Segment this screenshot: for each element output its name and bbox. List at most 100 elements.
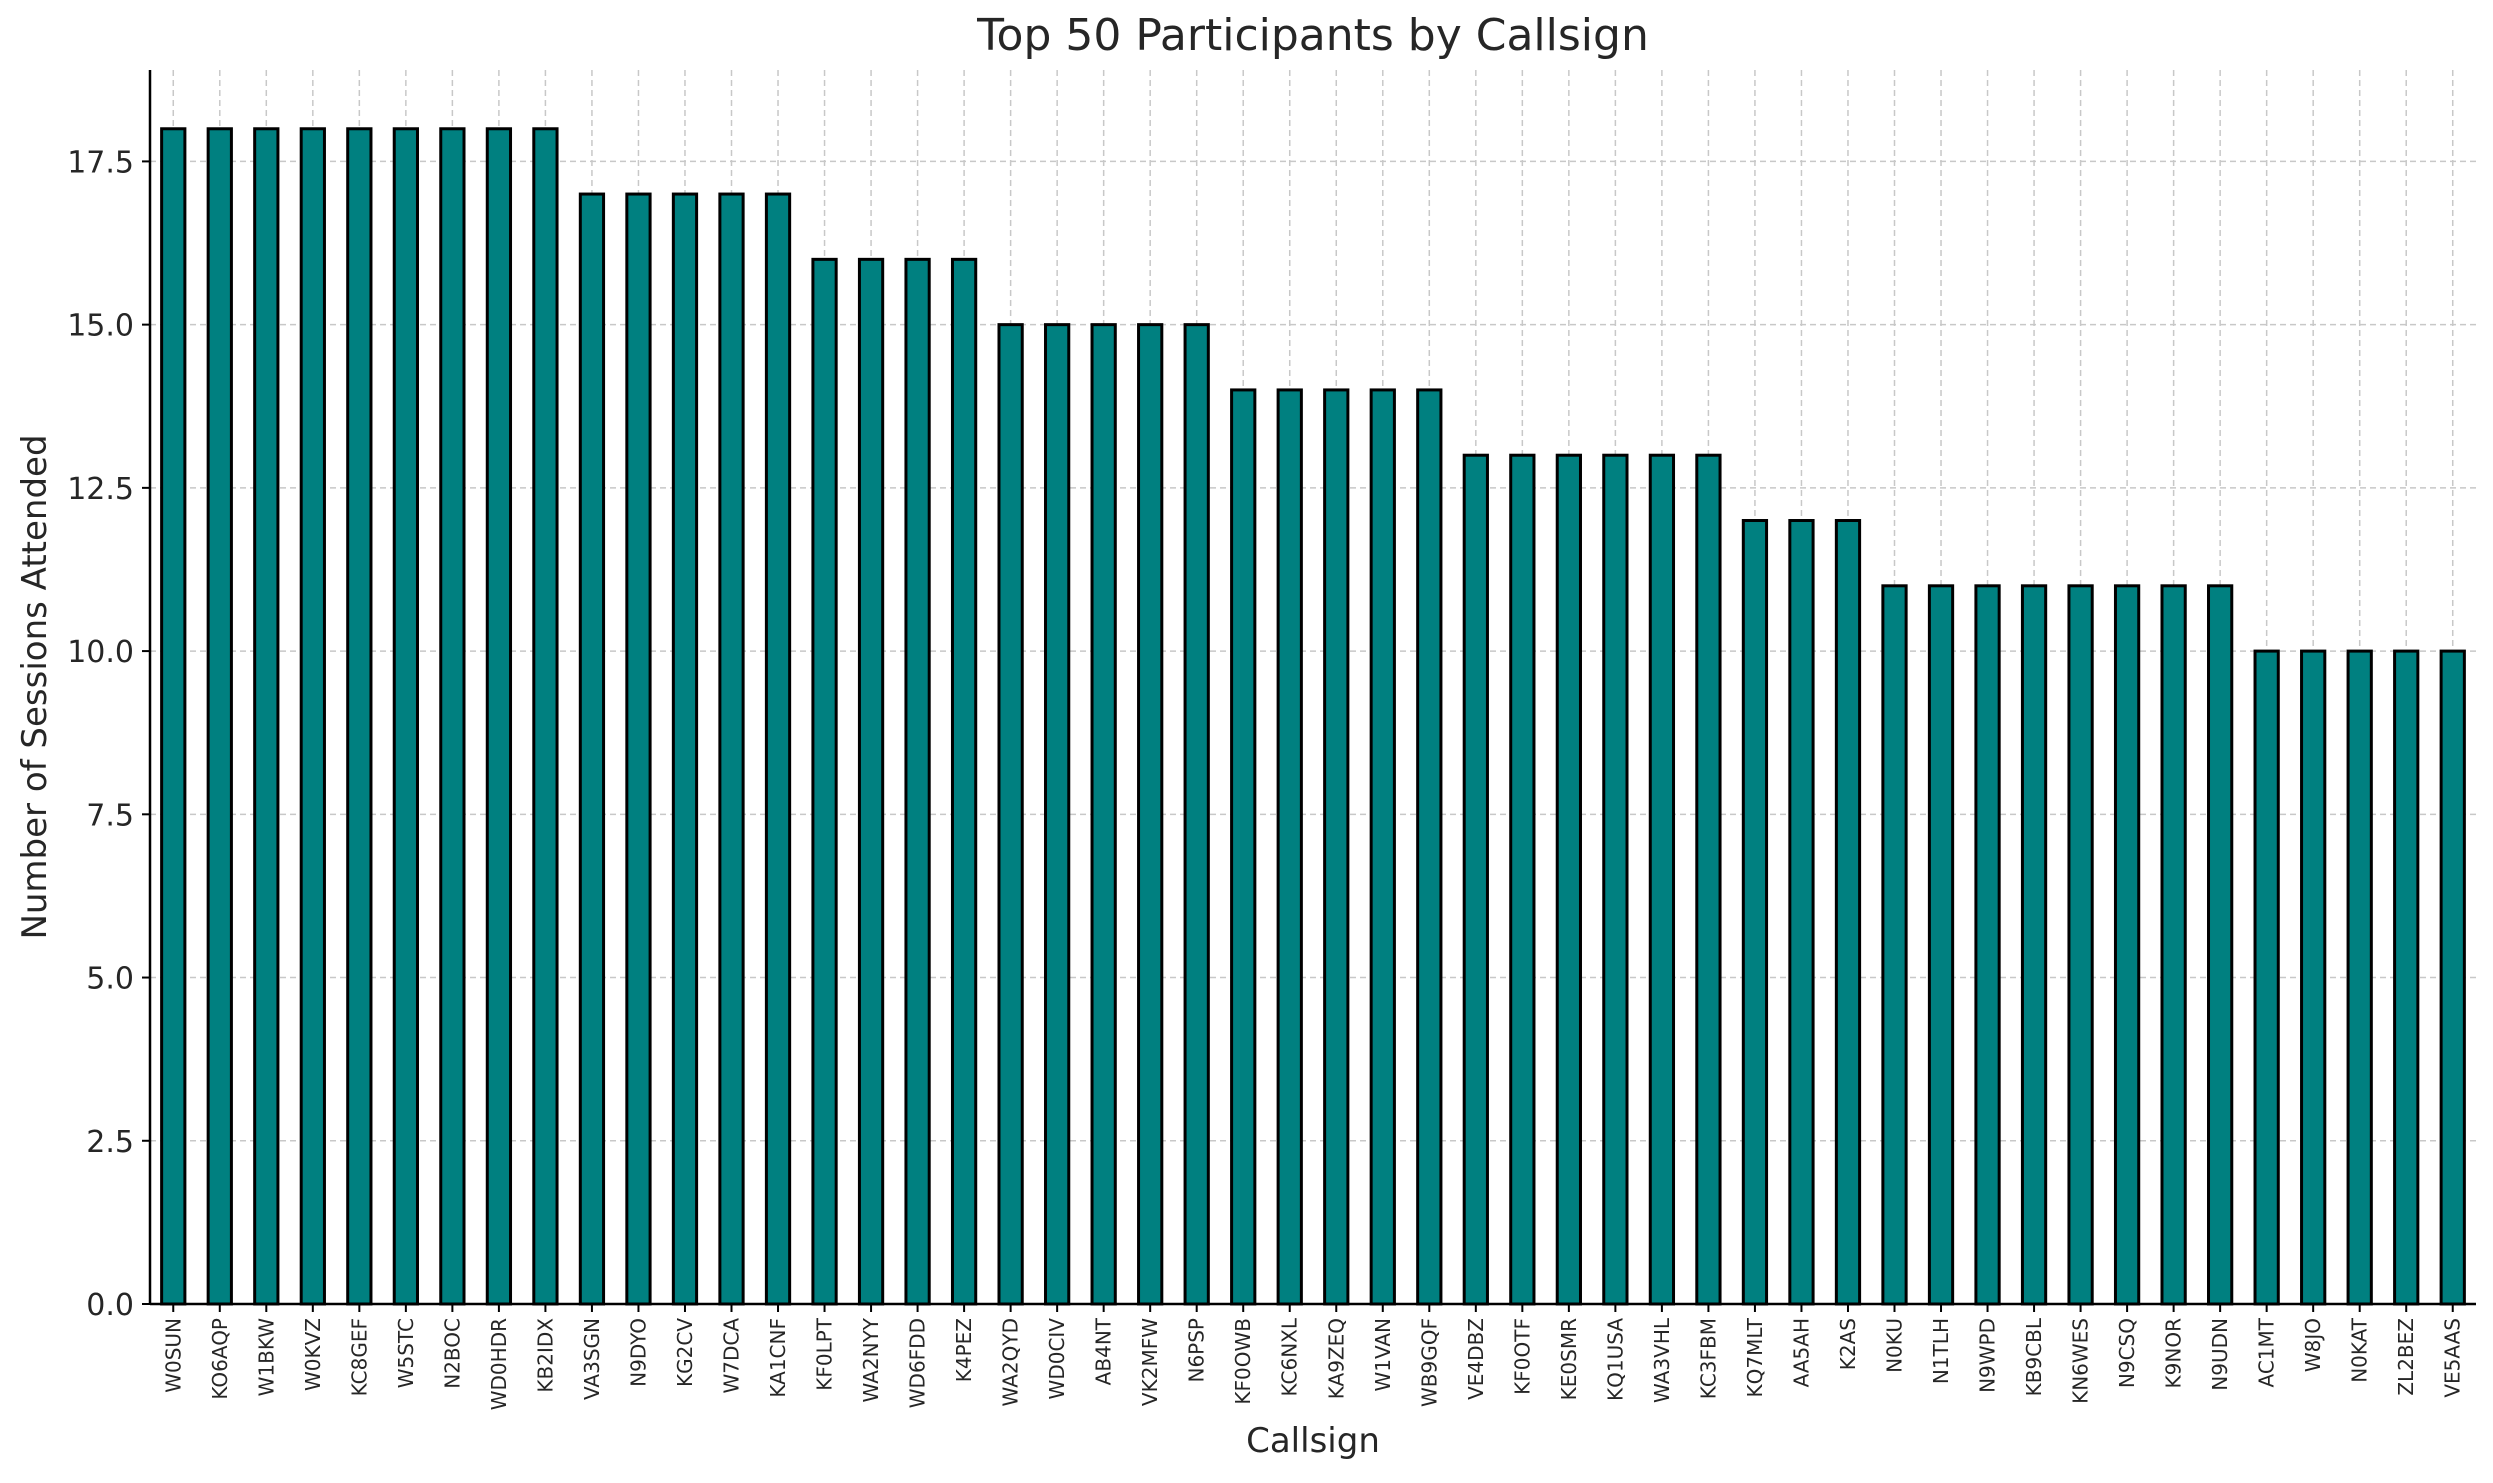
bar-ab4nt [1090,323,1117,1306]
x-tick-label: W5STC [394,1318,418,1388]
y-tick-label: 10.0 [67,635,134,670]
y-tick-label: 7.5 [86,798,134,833]
bar-wd6fdd [904,257,931,1306]
bar-k2as [1834,519,1862,1306]
y-tick-label: 15.0 [67,309,134,344]
axes-layer [148,70,2476,1306]
y-tick-label: 17.5 [67,145,134,180]
bar-n9wpd [1974,584,2001,1306]
x-tick-label: N0KAT [2348,1317,2372,1383]
x-tick-label: AC1MT [2255,1317,2279,1387]
x-tick-label: N2BOC [440,1318,464,1389]
x-tick-label: VK2MFW [1138,1318,1162,1406]
x-tick-label: KA1CNF [766,1318,790,1398]
x-tick-label: AA5AH [1789,1318,1813,1387]
x-tick-label: WD0CIV [1045,1318,1069,1400]
x-tick-label: N9DYO [626,1318,650,1387]
bar-kq1usa [1602,453,1629,1306]
bar-w0sun [160,127,187,1306]
bar-wb9gqf [1416,388,1443,1306]
x-tick-label: KN6WES [2069,1318,2093,1404]
x-tick-label: W1VAN [1371,1318,1395,1392]
bar-kc8gef [346,127,373,1306]
bar-ka1cnf [764,192,792,1306]
x-tick-label: W8JO [2301,1318,2325,1372]
x-tick-label: KQ1USA [1603,1318,1627,1401]
x-tick-label: KF0OWB [1231,1318,1255,1405]
x-tick-label: N0KU [1883,1318,1907,1373]
bar-kb9cbl [2020,584,2048,1306]
y-tick-label: 12.5 [67,472,134,507]
bar-ve5aas [2439,649,2466,1306]
x-tick-label: VA3SGN [580,1318,604,1400]
bar-kq7mlt [1741,519,1769,1306]
bar-ac1mt [2253,649,2280,1306]
bar-vk2mfw [1137,323,1164,1306]
bar-n9dyo [625,192,652,1306]
x-tick-label: VE4DBZ [1464,1318,1488,1400]
bar-wa2qyd [997,323,1024,1306]
bar-ve4dbz [1462,453,1489,1306]
x-tick-label: WA3VHL [1650,1317,1674,1403]
x-tick-label: WD6FDD [906,1318,930,1408]
x-tick-label: KQ7MLT [1743,1317,1767,1397]
x-tick-label: KB2IDX [533,1318,557,1393]
bar-w1van [1369,388,1396,1306]
x-tick-label: WB9GQF [1417,1318,1441,1407]
bar-ka9zeq [1323,388,1350,1306]
bar-k4pez [950,257,978,1306]
x-tick-label: VE5AAS [2441,1318,2465,1398]
x-tick-label: N1TLH [1929,1318,1953,1384]
bar-kg2cv [671,192,699,1306]
bar-w8jo [2300,649,2327,1306]
bar-wd0civ [1044,323,1071,1306]
bar-kf0owb [1230,388,1257,1306]
bar-n9udn [2207,584,2234,1306]
x-tick-label: KA9ZEQ [1324,1318,1348,1399]
chart-title: Top 50 Participants by Callsign [976,10,1649,61]
bar-kn6wes [2067,584,2094,1306]
x-tick-label: N9WPD [1976,1318,2000,1393]
bar-w7dca [718,192,745,1306]
bar-w0kvz [299,127,326,1306]
x-tick-label: KO6AQP [208,1318,232,1400]
x-tick-label: KC8GEF [347,1318,371,1396]
x-tick-label: N6PSP [1185,1318,1209,1383]
bars-layer [160,127,2466,1306]
bar-zl2bez [2393,649,2420,1306]
x-tick-label: K2AS [1836,1318,1860,1370]
x-tick-label: K4PEZ [952,1318,976,1382]
bar-ko6aqp [206,127,233,1306]
x-tick-label: WA2NYY [859,1317,883,1402]
x-tick-label: W0SUN [161,1318,185,1393]
bar-k9nor [2160,584,2187,1306]
y-tick-label: 0.0 [86,1288,134,1323]
bar-w1bkw [253,127,280,1306]
y-tick-label: 2.5 [86,1125,134,1160]
y-ticks: 0.0 2.5 5.0 7.5 10.0 12.5 15.0 17.5 [67,145,150,1323]
x-tick-label: WA2QYD [999,1318,1023,1406]
bar-va3sgn [578,192,606,1306]
x-tick-label: K9NOR [2162,1318,2186,1389]
x-tick-label: KC6NXL [1278,1317,1302,1396]
x-tick-label: N9CSQ [2115,1318,2139,1388]
bar-n1tlh [1927,584,1955,1306]
bar-w5stc [392,127,419,1306]
bar-n6psp [1183,323,1210,1306]
x-tick-label: AB4NT [1092,1317,1116,1385]
x-axis-label: Callsign [1246,1421,1380,1461]
bar-wd0hdr [485,127,513,1306]
bar-kc6nxl [1276,388,1303,1306]
bar-n9csq [2113,584,2141,1306]
x-tick-label: KG2CV [673,1318,697,1387]
y-axis-label: Number of Sessions Attended [15,434,55,939]
x-tick-label: W7DCA [720,1318,744,1394]
x-tick-label: W1BKW [254,1318,278,1397]
bar-kf0otf [1509,453,1536,1306]
bar-aa5ah [1788,519,1815,1306]
bar-n0ku [1881,584,1908,1306]
x-tick-label: KC3FBM [1696,1318,1720,1399]
x-tick-label: KF0OTF [1510,1318,1534,1395]
